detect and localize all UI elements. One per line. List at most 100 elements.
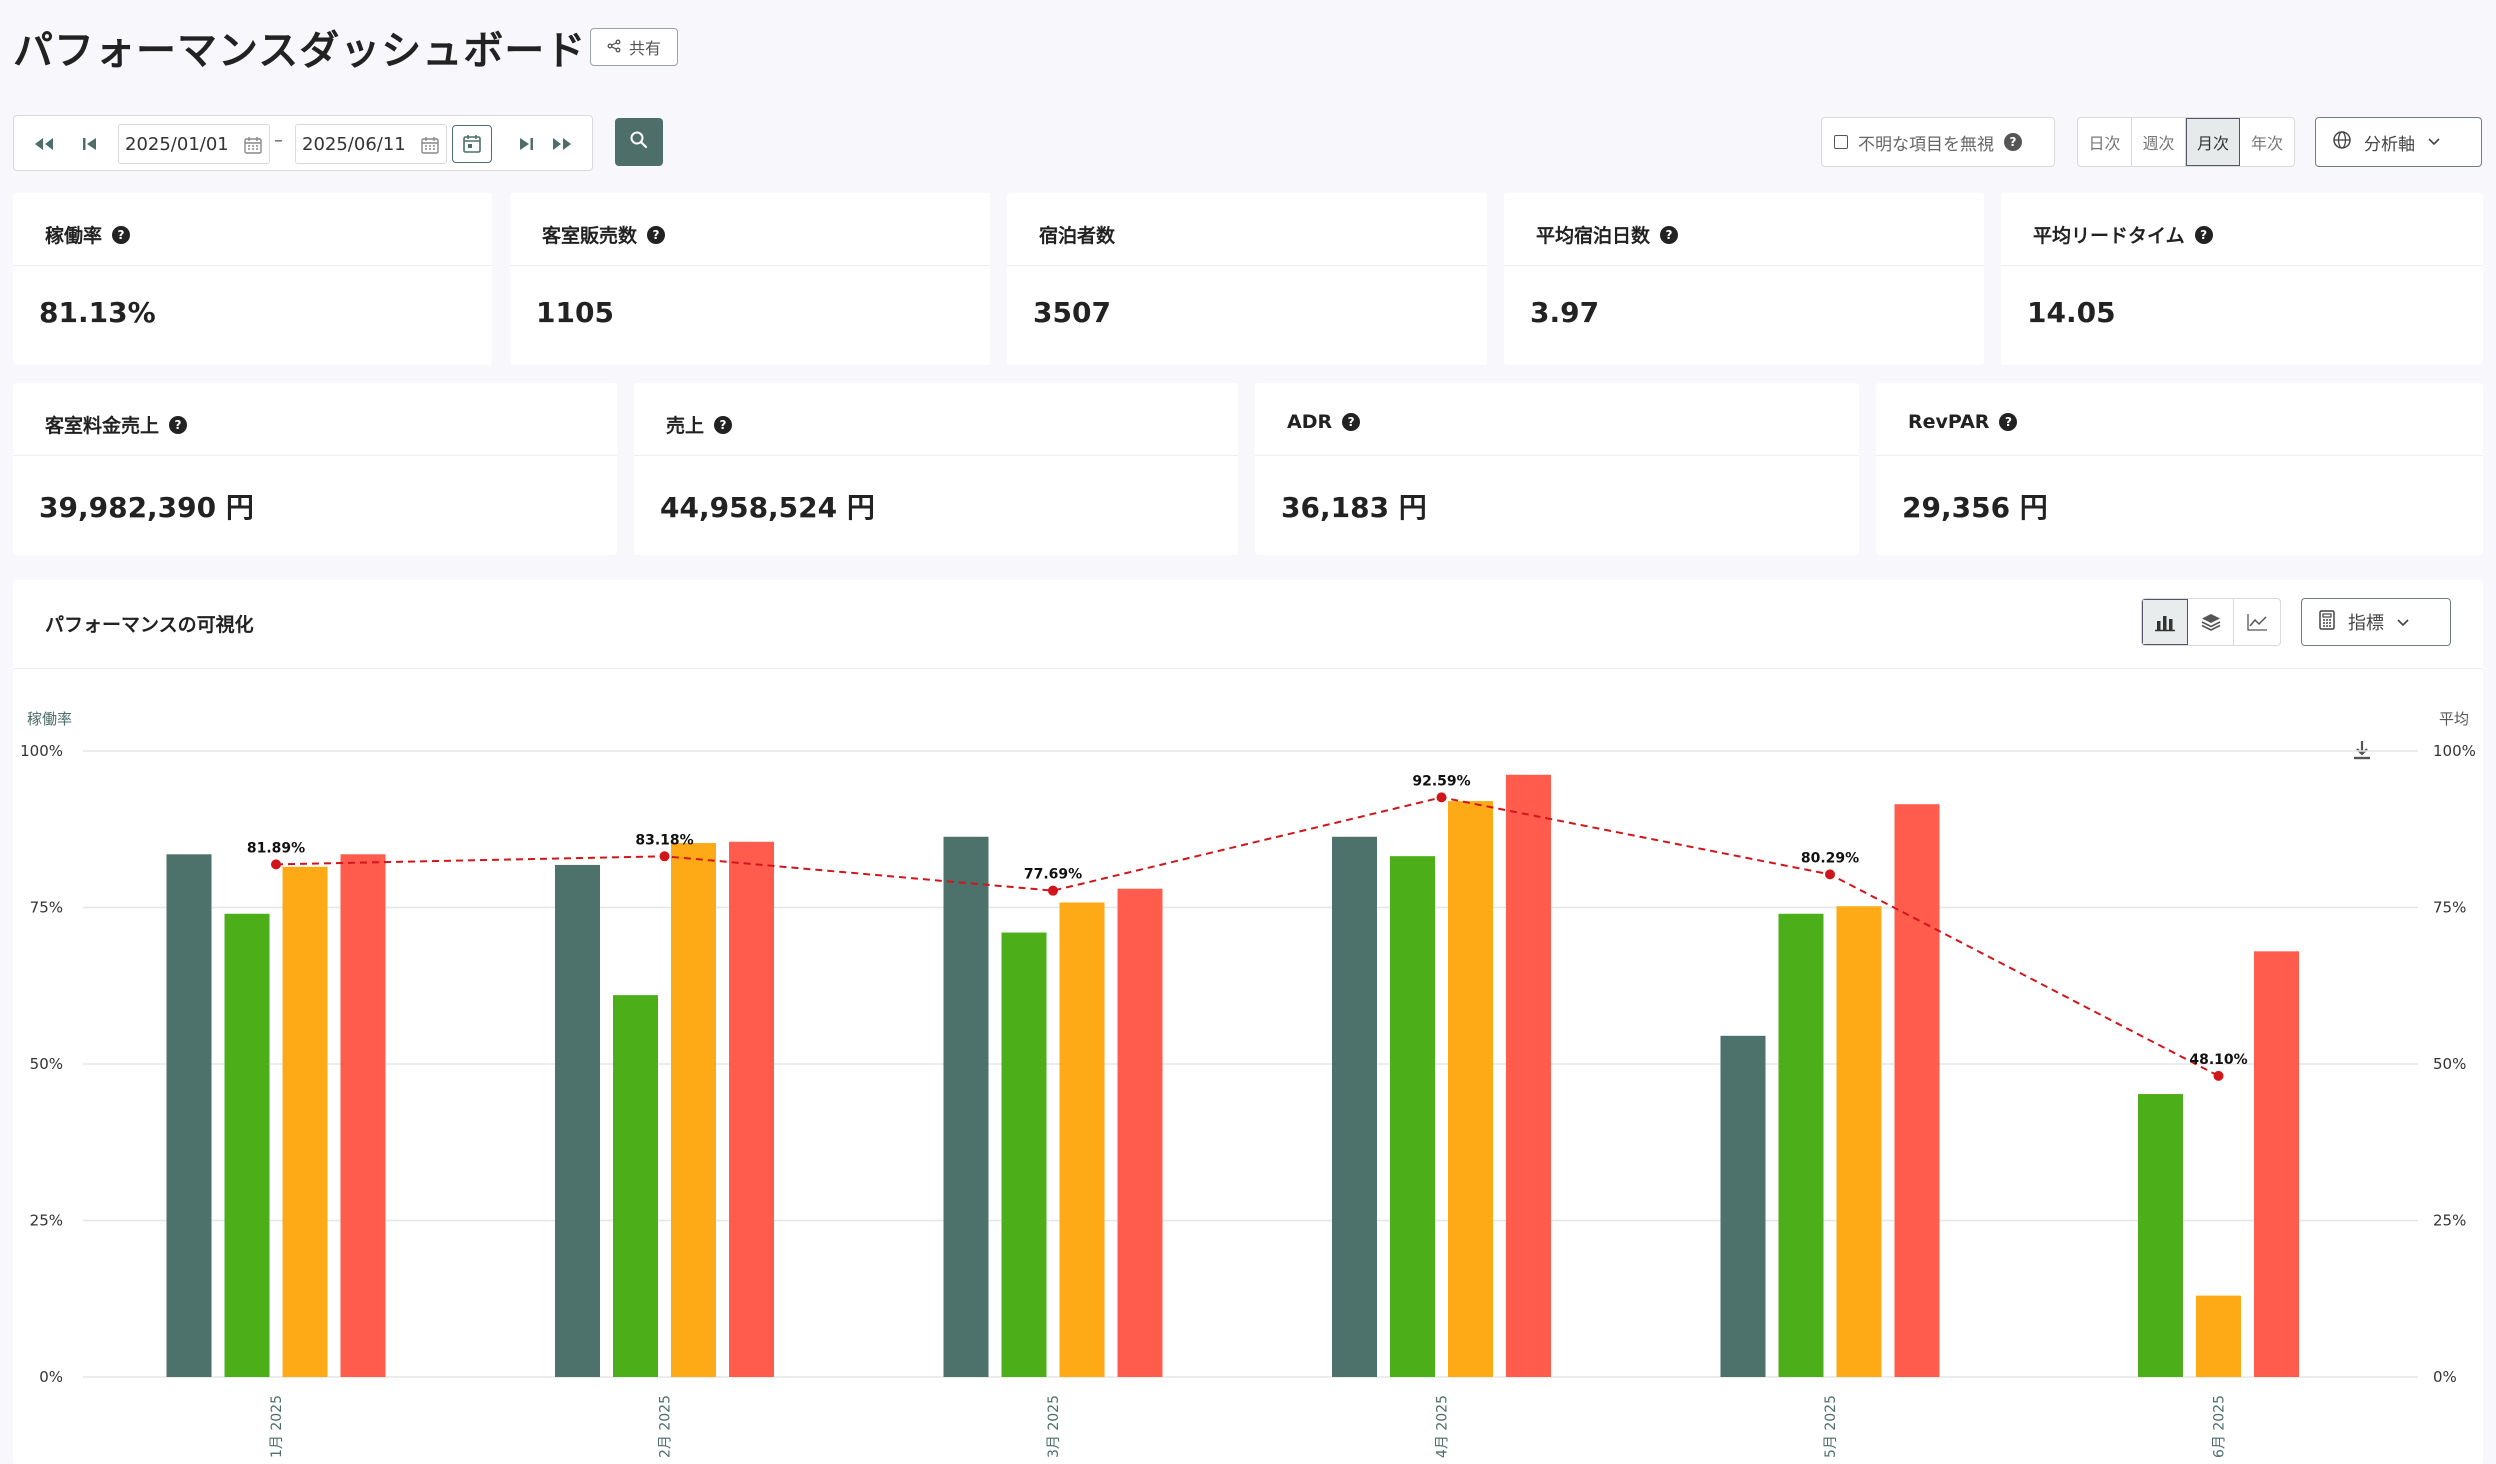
kpi-occupancy: 稼働率? 81.13% [13,193,492,365]
kpi-adr: ADR? 36,183 円 [1255,383,1859,555]
end-date-value: 2025/06/11 [302,133,406,155]
help-icon[interactable]: ? [169,415,188,434]
start-date-value: 2025/01/01 [125,133,229,155]
bar [1448,801,1493,1377]
share-label: 共有 [628,39,661,58]
period-yearly[interactable]: 年次 [2250,134,2283,153]
bar [2138,1094,2183,1377]
bar [1117,888,1163,1377]
analysis-axis-dropdown[interactable]: 分析軸 [2315,117,2482,167]
date-separator: – [274,130,283,151]
help-icon[interactable]: ? [112,225,131,244]
kpi-lead-time: 平均リードタイム? 14.05 [2001,193,2483,365]
help-icon[interactable]: ? [1999,413,2018,431]
kpi-value: 81.13% [39,296,156,329]
chart-section-title: パフォーマンスの可視化 [45,614,254,636]
bar [224,913,270,1377]
help-icon[interactable]: ? [647,225,666,244]
kpi-sales: 売上? 44,958,524 円 [634,383,1238,555]
metric-label: 指標 [2348,613,2384,634]
chevron-down-icon [2427,132,2441,152]
help-icon[interactable]: ? [2004,133,2022,151]
bar [555,864,600,1377]
search-icon [629,130,649,154]
stacked-layers-icon[interactable] [2188,599,2234,645]
y2-tick-label: 50% [2433,1055,2466,1073]
ignore-unknown-label: 不明な項目を無視 [1858,134,1994,155]
jump-back-far-button[interactable] [30,130,58,158]
share-icon [607,38,621,57]
average-data-label: 83.18% [635,832,693,848]
line-chart-icon[interactable] [2234,599,2280,645]
average-point [2213,1070,2224,1081]
start-date-input[interactable]: 2025/01/01 [118,124,270,164]
bar [1778,913,1824,1377]
share-button[interactable]: 共有 [590,28,678,66]
y2-tick-label: 100% [2433,742,2476,760]
kpi-label: RevPAR [1908,411,1990,433]
bar [1836,906,1882,1377]
x-tick-label: 3月 2025 [1046,1395,1062,1458]
kpi-label: 売上 [666,415,705,437]
chevron-down-icon [2396,612,2410,633]
kpi-value: 44,958,524 円 [660,491,875,524]
average-data-label: 48.10% [2189,1052,2247,1068]
kpi-revpar: RevPAR? 29,356 円 [1876,383,2483,555]
ignore-unknown-toggle[interactable]: 不明な項目を無視 ? [1821,117,2055,167]
y2-axis-title: 平均 [2439,710,2469,728]
average-point [1048,885,1058,896]
y-tick-label: 75% [30,899,63,917]
bar [166,854,212,1377]
kpi-rooms-sold: 客室販売数? 1105 [510,193,990,365]
bar [1506,774,1551,1377]
kpi-value: 3.97 [1530,296,1600,329]
bar [613,995,658,1377]
end-date-input[interactable]: 2025/06/11 [295,124,447,164]
bar [1001,932,1047,1377]
metric-dropdown[interactable]: 指標 [2301,598,2451,646]
kpi-label: 客室料金売上 [45,415,160,437]
help-icon[interactable]: ? [1660,225,1679,244]
kpi-value: 39,982,390 円 [39,491,254,524]
bar [671,843,716,1377]
date-range-picker: 2025/01/01 – 2025/06/11 [13,115,593,171]
kpi-label: 客室販売数 [542,225,638,247]
period-selector: 日次 週次 月次 年次 [2077,117,2295,167]
x-tick-label: 1月 2025 [269,1395,285,1458]
average-point [1825,869,1835,880]
y-tick-label: 25% [30,1212,63,1230]
period-weekly[interactable]: 週次 [2132,118,2186,166]
jump-forward-far-button[interactable] [548,130,576,158]
help-icon[interactable]: ? [2194,225,2213,244]
x-tick-label: 4月 2025 [1435,1395,1451,1458]
bar [1720,1035,1766,1377]
average-data-label: 81.89% [247,840,305,856]
bar [2196,1295,2241,1377]
kpi-value: 3507 [1033,296,1111,329]
chart-type-selector [2141,598,2281,646]
calendar-today-button[interactable] [452,125,492,163]
help-icon[interactable]: ? [714,415,733,434]
average-line [275,796,2219,1077]
kpi-value: 14.05 [2027,296,2116,329]
period-daily[interactable]: 日次 [2078,118,2132,166]
kpi-label: 宿泊者数 [1039,225,1116,247]
search-button[interactable] [615,118,663,166]
period-monthly[interactable]: 月次 [2186,118,2240,166]
average-point [659,851,670,862]
kpi-value: 1105 [536,296,614,329]
bar [1390,856,1435,1377]
kpi-guests: 宿泊者数 3507 [1007,193,1487,365]
help-icon[interactable]: ? [1342,413,1361,431]
step-forward-button[interactable] [512,130,540,158]
ignore-unknown-checkbox[interactable] [1834,135,1848,149]
y-tick-label: 0% [39,1368,63,1386]
kpi-avg-stay: 平均宿泊日数? 3.97 [1504,193,1984,365]
globe-icon [2332,130,2352,155]
page-title: パフォーマンスダッシュボード [13,28,587,74]
bar-chart-icon[interactable] [2142,599,2188,645]
calendar-icon [243,135,263,160]
average-data-label: 77.69% [1024,867,1082,883]
x-tick-label: 6月 2025 [2212,1395,2228,1458]
step-back-button[interactable] [76,130,104,158]
